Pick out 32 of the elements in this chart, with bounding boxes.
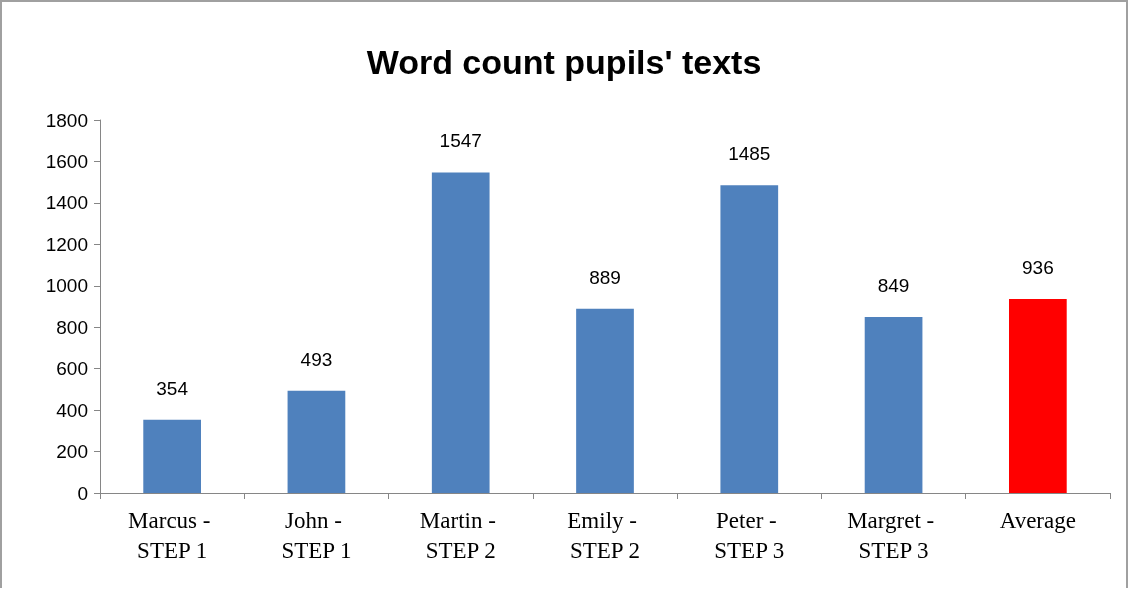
- x-tick-label: John - STEP 1: [281, 507, 352, 563]
- x-tick-label: Average: [999, 507, 1076, 533]
- bar: [431, 172, 490, 493]
- y-tick-label: 400: [56, 399, 88, 421]
- bar: [720, 185, 779, 493]
- y-tick-label: 200: [56, 441, 88, 463]
- y-tick-label: 1400: [45, 192, 88, 214]
- bar: [576, 308, 634, 493]
- data-label: 493: [300, 348, 333, 370]
- y-tick-label: 0: [77, 482, 88, 504]
- data-label: 889: [589, 266, 621, 288]
- data-label: 1547: [439, 130, 482, 152]
- data-label: 849: [877, 275, 910, 297]
- x-tick-label: Peter - STEP 3: [714, 507, 785, 563]
- y-tick-label: 800: [56, 316, 88, 338]
- bar: [143, 419, 201, 493]
- data-label: 354: [156, 377, 189, 399]
- y-tick-label: 600: [56, 358, 88, 380]
- data-label: 1485: [728, 143, 771, 165]
- bar: [287, 390, 346, 493]
- chart-title: Word count pupils' texts: [366, 43, 762, 81]
- data-label: 936: [1022, 257, 1054, 279]
- y-tick-label: 1800: [45, 109, 88, 131]
- x-tick-label: Marcus - STEP 1: [128, 507, 217, 563]
- x-tick-label: Margret - STEP 3: [847, 507, 940, 563]
- y-tick-label: 1000: [45, 275, 88, 297]
- x-tick-label: Martin - STEP 2: [419, 507, 502, 563]
- bar: [1009, 299, 1067, 493]
- y-tick-label: 1200: [45, 233, 88, 255]
- y-tick-label: 1600: [45, 150, 88, 172]
- bar: [864, 317, 923, 493]
- x-tick-label: Emily - STEP 2: [567, 507, 643, 563]
